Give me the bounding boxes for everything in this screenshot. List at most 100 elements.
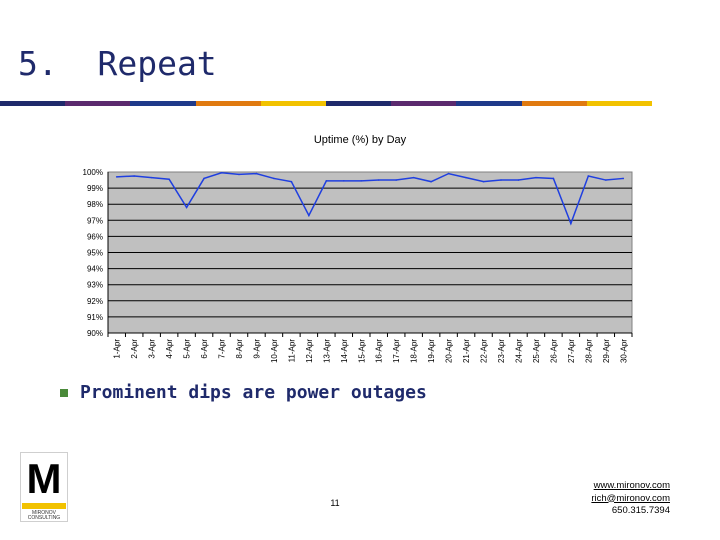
y-tick-label: 99% — [87, 184, 103, 193]
page-number: 11 — [330, 498, 340, 508]
x-tick-label: 26-Apr — [549, 339, 558, 363]
data-point — [430, 180, 432, 183]
x-tick-label: 24-Apr — [514, 339, 523, 363]
chart-svg: Uptime (%) by Day 90% 91% 92% 93% 94% 95% 96% 9… — [83, 134, 633, 363]
y-tick-label: 96% — [87, 232, 103, 241]
x-tick-label: 23-Apr — [497, 339, 506, 363]
email-link[interactable]: rich@mironov.com — [591, 492, 670, 504]
logo-band — [22, 503, 66, 509]
x-tick-label: 18-Apr — [410, 339, 419, 363]
y-tick-label: 97% — [87, 216, 103, 225]
x-tick-label: 8-Apr — [235, 339, 244, 359]
x-tick-label: 1-Apr — [113, 339, 122, 359]
slide-title: 5. Repeat — [18, 44, 217, 83]
title-bar-segment — [586, 101, 652, 106]
bullet-point: Prominent dips are power outages — [60, 382, 427, 403]
data-point — [482, 180, 485, 183]
x-tick-label: 22-Apr — [480, 339, 489, 363]
x-tick-label: 7-Apr — [218, 339, 227, 359]
title-bar-segment — [195, 101, 261, 106]
x-tick-label: 10-Apr — [270, 339, 279, 363]
x-tick-label: 28-Apr — [584, 339, 593, 363]
data-point — [605, 179, 607, 181]
x-tick-label: 30-Apr — [619, 339, 628, 363]
data-point — [377, 179, 380, 181]
x-tick-label: 29-Apr — [602, 339, 611, 363]
data-point — [203, 177, 205, 180]
title-bar-segment — [391, 101, 457, 106]
data-point — [238, 173, 240, 176]
data-point — [255, 172, 258, 175]
chart-title: Uptime (%) by Day — [314, 134, 407, 146]
y-tick-label: 94% — [87, 265, 103, 274]
title-bar-segment — [65, 101, 131, 106]
phone-number: 650.315.7394 — [611, 505, 670, 516]
contact-info: www.mironov.com rich@mironov.com 650.315… — [560, 480, 670, 518]
x-tick-label: 3-Apr — [148, 339, 157, 359]
data-point — [325, 180, 328, 182]
data-point — [273, 177, 275, 180]
data-point — [395, 179, 398, 181]
x-tick-label: 25-Apr — [532, 339, 541, 363]
logo-line-2: CONSULTING — [27, 515, 61, 521]
bullet-text: Prominent dips are power outages — [80, 382, 427, 403]
x-tick-label: 27-Apr — [567, 339, 576, 363]
x-tick-label: 20-Apr — [445, 339, 454, 363]
website-link[interactable]: www.mironov.com — [593, 480, 670, 491]
bullet-marker-icon — [60, 388, 68, 397]
data-point — [447, 172, 450, 175]
x-tick-label: 9-Apr — [252, 339, 261, 359]
data-point — [220, 172, 223, 174]
x-tick-label: 11-Apr — [287, 339, 296, 363]
title-bar-segment — [325, 101, 392, 106]
x-tick-label: 6-Apr — [200, 339, 209, 359]
data-point — [500, 179, 502, 181]
y-tick-label: 91% — [87, 313, 103, 322]
x-tick-label: 4-Apr — [165, 339, 174, 359]
data-point — [343, 180, 345, 182]
x-tick-label: 16-Apr — [375, 339, 384, 363]
title-bar-segment — [260, 101, 326, 106]
data-point — [552, 177, 555, 180]
x-tick-label: 19-Apr — [427, 339, 436, 363]
x-tick-label: 12-Apr — [305, 339, 314, 363]
data-point — [360, 180, 363, 182]
title-bar-segment — [0, 101, 66, 106]
x-tick-label: 14-Apr — [340, 339, 349, 363]
y-tick-label: 90% — [87, 329, 103, 338]
title-bar-segment — [456, 101, 522, 106]
title-bar-segment — [521, 101, 587, 106]
data-point — [185, 206, 188, 209]
x-tick-label: 17-Apr — [392, 339, 401, 363]
data-point — [465, 176, 467, 179]
y-tick-label: 98% — [87, 200, 103, 209]
data-point — [133, 175, 135, 177]
data-point — [308, 214, 310, 217]
data-point — [570, 222, 572, 225]
y-tick-label: 92% — [87, 297, 103, 306]
data-point — [150, 176, 153, 179]
x-tick-label: 15-Apr — [357, 339, 366, 363]
data-point — [587, 175, 590, 177]
data-point — [168, 178, 170, 181]
x-tick-label: 2-Apr — [130, 339, 139, 359]
x-tick-label: 21-Apr — [462, 339, 471, 363]
title-underline-bar — [0, 101, 652, 106]
y-tick-label: 100% — [83, 168, 103, 177]
data-point — [535, 176, 537, 179]
data-point — [115, 176, 118, 178]
uptime-chart: Uptime (%) by Day 90% 91% 92% 93% 94% 95% 96% 9… — [60, 125, 660, 375]
logo-letter: M — [26, 455, 62, 502]
data-point — [290, 180, 293, 183]
data-point — [622, 177, 625, 180]
x-tick-label: 13-Apr — [322, 339, 331, 363]
uptime-series-line — [116, 172, 624, 226]
y-tick-label: 93% — [87, 281, 103, 290]
x-tick-label: 5-Apr — [183, 339, 192, 359]
title-bar-segment — [130, 101, 196, 106]
mironov-logo: M MIRONOV CONSULTING — [20, 452, 68, 522]
logo-line-1: MIRONOV — [32, 510, 56, 516]
data-point — [412, 176, 415, 179]
y-tick-label: 95% — [87, 249, 103, 258]
data-point — [517, 179, 520, 181]
